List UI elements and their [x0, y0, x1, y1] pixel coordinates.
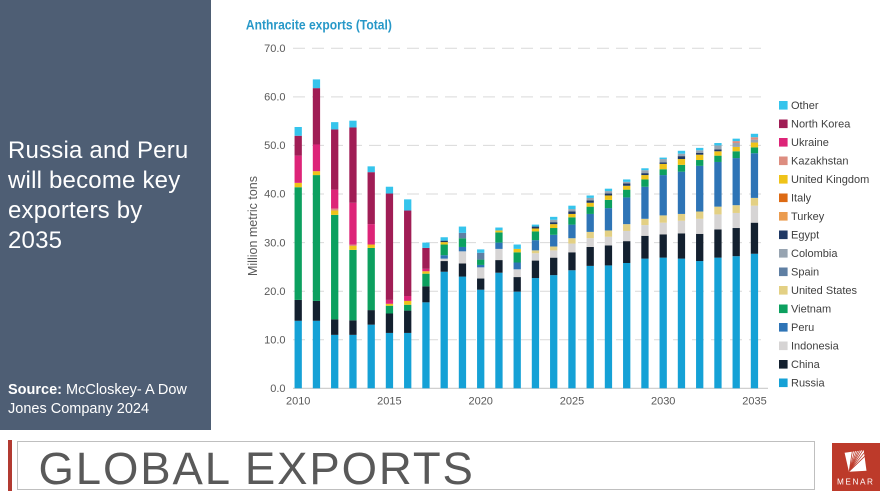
svg-text:2035: 2035: [742, 396, 766, 408]
svg-text:2030: 2030: [651, 396, 675, 408]
svg-text:50.0: 50.0: [264, 140, 285, 152]
svg-text:Egypt: Egypt: [791, 230, 819, 242]
svg-text:30.0: 30.0: [264, 237, 285, 249]
svg-text:Russia: Russia: [791, 378, 826, 390]
svg-text:70.0: 70.0: [264, 43, 285, 55]
svg-text:Million metric tons: Million metric tons: [246, 176, 260, 276]
svg-text:40.0: 40.0: [264, 189, 285, 201]
svg-text:Turkey: Turkey: [791, 211, 825, 223]
svg-text:2020: 2020: [468, 396, 492, 408]
svg-text:Vietnam: Vietnam: [791, 304, 831, 316]
svg-text:Ukraine: Ukraine: [791, 137, 829, 149]
svg-text:2025: 2025: [560, 396, 584, 408]
svg-text:United Kingdom: United Kingdom: [791, 174, 869, 186]
svg-text:North Korea: North Korea: [791, 119, 851, 131]
svg-text:Italy: Italy: [791, 193, 812, 205]
svg-text:Anthracite exports (Total): Anthracite exports (Total): [246, 17, 392, 33]
svg-text:Colombia: Colombia: [791, 248, 838, 260]
svg-text:Indonesia: Indonesia: [791, 341, 840, 353]
svg-text:60.0: 60.0: [264, 92, 285, 104]
svg-text:Peru: Peru: [791, 322, 814, 334]
svg-text:Other: Other: [791, 100, 819, 112]
svg-text:Kazakhstan: Kazakhstan: [791, 156, 848, 168]
svg-text:20.0: 20.0: [264, 286, 285, 298]
svg-text:2010: 2010: [286, 396, 310, 408]
svg-text:United States: United States: [791, 285, 858, 297]
svg-text:2015: 2015: [377, 396, 401, 408]
svg-text:MENAR: MENAR: [837, 478, 875, 487]
svg-text:Spain: Spain: [791, 267, 819, 279]
svg-text:10.0: 10.0: [264, 334, 285, 346]
svg-text:China: China: [791, 359, 821, 371]
svg-text:0.0: 0.0: [270, 383, 285, 395]
